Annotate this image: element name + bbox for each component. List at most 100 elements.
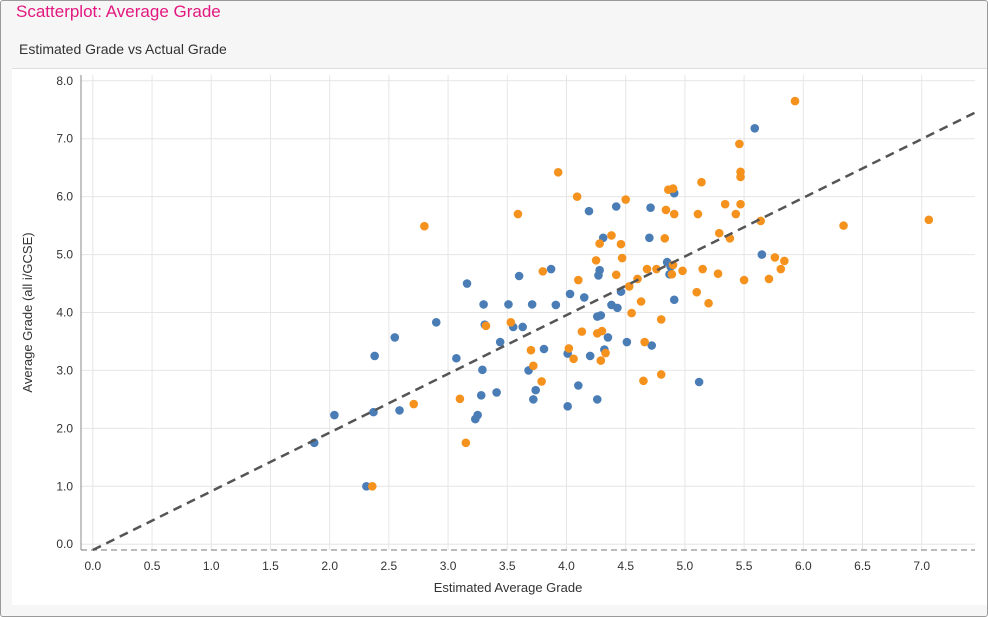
data-point-blue: [584, 206, 594, 216]
data-point-orange: [481, 321, 491, 331]
data-point-orange: [572, 192, 582, 201]
data-point-blue: [518, 322, 527, 332]
data-point-orange: [667, 269, 677, 279]
data-point-orange: [697, 177, 706, 187]
x-tick-label: 6.5: [854, 559, 871, 573]
data-point-orange: [367, 481, 377, 491]
x-tick-label: 3.0: [440, 559, 457, 573]
y-tick-label: 4.0: [56, 306, 73, 320]
data-point-blue: [473, 410, 482, 420]
data-point-blue: [479, 300, 488, 309]
data-point-orange: [526, 345, 536, 355]
tick-labels: 0.0 0.5 1.0 1.5 2.0 2.5 3.0 3.5 4.0 4.5 5.0 5.5 6.0 6…: [56, 74, 930, 573]
grid-lines: [81, 75, 975, 550]
data-point-orange: [564, 344, 574, 353]
data-point-orange: [513, 209, 523, 219]
data-point-blue: [603, 333, 613, 342]
x-tick-label: 0.5: [144, 559, 161, 573]
data-point-orange: [529, 361, 538, 371]
data-point-blue: [476, 391, 486, 400]
data-point-orange: [924, 215, 934, 225]
data-point-blue: [531, 385, 540, 395]
x-tick-label: 4.5: [617, 559, 634, 573]
data-point-orange: [596, 356, 606, 365]
scatter-chart: 0.0 0.5 1.0 1.5 2.0 2.5 3.0 3.5 4.0 4.5 5.0 5.5 6.0 6…: [20, 74, 976, 595]
data-point-orange: [736, 172, 745, 182]
data-point-blue: [492, 388, 501, 397]
data-point-orange: [770, 253, 780, 262]
data-point-orange: [642, 264, 652, 274]
data-point-orange: [693, 209, 703, 219]
data-point-orange: [617, 253, 627, 263]
x-tick-label: 1.5: [262, 559, 279, 573]
x-tick-label: 5.5: [736, 559, 753, 573]
data-point-orange: [506, 318, 516, 327]
data-point-blue: [757, 250, 767, 259]
data-point-orange: [640, 337, 649, 347]
data-point-blue: [478, 365, 487, 375]
data-point-orange: [661, 205, 671, 215]
data-point-orange: [553, 168, 563, 177]
data-point-orange: [776, 264, 786, 274]
x-tick-label: 1.0: [203, 559, 220, 573]
data-point-orange: [595, 239, 604, 248]
data-point-orange: [656, 315, 666, 324]
data-point-blue: [592, 395, 602, 404]
y-tick-label: 2.0: [56, 421, 73, 435]
data-point-blue: [539, 344, 549, 354]
data-point-blue: [646, 203, 655, 212]
data-point-blue: [565, 289, 575, 299]
data-point-blue: [647, 341, 657, 350]
x-tick-label: 2.0: [321, 559, 338, 573]
data-point-orange: [839, 221, 848, 230]
data-point-blue: [495, 337, 505, 347]
x-tick-label: 5.0: [677, 559, 694, 573]
data-point-orange: [537, 377, 546, 386]
data-point-orange: [668, 184, 678, 193]
data-point-orange: [736, 199, 745, 209]
reference-trend-line: [92, 111, 976, 552]
axes: [80, 75, 975, 551]
data-point-orange: [735, 139, 744, 149]
data-point-orange: [577, 327, 587, 336]
data-point-blue: [546, 264, 556, 274]
y-tick-label: 5.0: [56, 248, 73, 262]
data-point-orange: [461, 438, 471, 448]
data-point-blue: [390, 333, 400, 342]
data-point-orange: [790, 96, 800, 106]
data-point-orange: [639, 376, 648, 386]
data-point-orange: [656, 370, 666, 379]
x-tick-label: 2.5: [381, 559, 398, 573]
data-point-orange: [420, 221, 429, 231]
data-point-orange: [409, 399, 419, 409]
y-tick-label: 1.0: [56, 479, 73, 493]
y-axis-label: Average Grade (all i/GCSE): [20, 232, 35, 392]
data-point-orange: [720, 199, 730, 209]
data-point-blue: [551, 300, 561, 310]
data-point-blue: [431, 318, 441, 327]
data-point-orange: [601, 348, 610, 358]
data-point-orange: [627, 308, 636, 318]
data-point-blue: [596, 311, 606, 320]
y-tick-label: 8.0: [56, 74, 73, 88]
data-point-blue: [622, 337, 632, 347]
data-point-orange: [591, 256, 601, 265]
data-point-orange: [538, 267, 548, 276]
data-point-orange: [455, 394, 465, 404]
data-point-orange: [660, 234, 670, 243]
data-point-blue: [579, 293, 589, 302]
data-point-blue: [563, 402, 572, 411]
x-tick-label: 0.0: [84, 559, 101, 573]
data-point-orange: [652, 264, 661, 274]
data-point-orange: [698, 264, 707, 274]
data-point-blue: [694, 377, 704, 387]
data-point-orange: [739, 275, 749, 285]
data-point-blue: [527, 300, 537, 309]
data-point-blue: [611, 202, 621, 211]
data-point-blue: [452, 353, 461, 363]
data-point-blue: [362, 481, 371, 491]
data-point-blue: [574, 381, 583, 390]
data-point-orange: [713, 269, 723, 278]
y-tick-label: 6.0: [56, 190, 73, 204]
y-tick-label: 3.0: [56, 363, 73, 377]
